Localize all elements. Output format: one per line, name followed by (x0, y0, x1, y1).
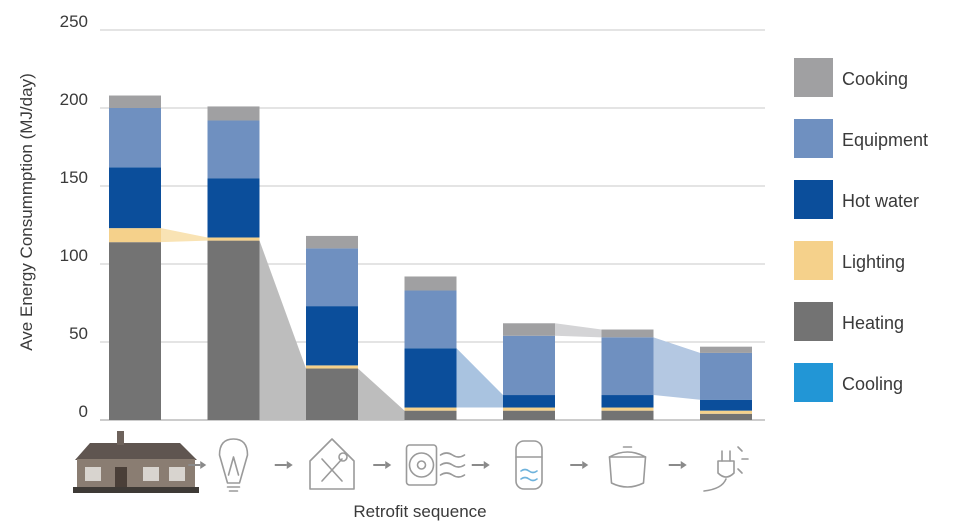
bar-segment-hot-water (306, 306, 358, 366)
y-tick-label: 0 (79, 402, 88, 421)
bar-segment-equipment (700, 352, 752, 400)
bars (109, 95, 752, 420)
arrow-right-icon (471, 461, 490, 469)
plug-icon (703, 446, 749, 492)
bar-segment-lighting (404, 407, 457, 411)
arrow-right-icon (274, 461, 293, 469)
bar-segment-lighting (503, 407, 555, 411)
transition-ribbons (161, 228, 700, 420)
bar-segment-heating (306, 368, 358, 420)
house-tools-icon (309, 438, 355, 490)
bar-segment-equipment (306, 248, 358, 307)
bar-segment-hot-water (109, 167, 161, 229)
legend-swatch-cooling (794, 363, 833, 402)
arrow-right-icon (373, 461, 392, 469)
y-tick-label: 150 (60, 168, 88, 187)
bar-segment-equipment (207, 120, 260, 179)
bar-segment-cooking (503, 323, 555, 336)
bar-segment-equipment (109, 108, 161, 168)
ribbon-hot-water (456, 348, 503, 408)
y-axis-ticks: 0 50 100 150 200 250 (60, 12, 88, 421)
arrow-right-icon (668, 461, 687, 469)
bar-segment-hot-water (503, 395, 555, 408)
y-tick-label: 200 (60, 90, 88, 109)
bar-segment-lighting (109, 228, 161, 243)
bar-segment-cooking (700, 346, 752, 353)
cooking-pot-icon (608, 446, 647, 488)
bar-segment-cooking (207, 106, 260, 121)
bar-segment-equipment (601, 337, 654, 396)
ribbon-lighting (161, 228, 208, 243)
legend-swatch-equipment (794, 119, 833, 158)
bar-segment-heating (207, 240, 260, 420)
legend-label-cooking: Cooking (842, 69, 908, 89)
y-axis-title: Ave Energy Consummption (MJ/day) (17, 73, 36, 350)
y-tick-label: 50 (69, 324, 88, 343)
bar-segment-heating (404, 410, 457, 420)
bar-segment-lighting (207, 237, 260, 241)
y-tick-label: 100 (60, 246, 88, 265)
legend-label-cooling: Cooling (842, 374, 903, 394)
x-axis-title: Retrofit sequence (353, 502, 486, 521)
retrofit-icons (73, 431, 749, 493)
light-bulb-icon (218, 438, 249, 492)
arrow-right-icon (188, 461, 207, 469)
bar-segment-lighting (700, 410, 752, 414)
heat-pump-icon (405, 444, 466, 486)
arrow-right-icon (570, 461, 589, 469)
legend-label-hot-water: Hot water (842, 191, 919, 211)
ribbon-cooking (555, 323, 602, 338)
bar-segment-cooking (306, 235, 358, 249)
bar-segment-cooking (601, 329, 654, 338)
legend-label-equipment: Equipment (842, 130, 928, 150)
legend-swatch-hot-water (794, 180, 833, 219)
bar-segment-heating (503, 410, 555, 420)
legend-label-lighting: Lighting (842, 252, 905, 272)
ribbon-equipment (653, 337, 700, 400)
legend: Cooking Equipment Hot water Lighting Heating… (794, 58, 928, 402)
bar-segment-equipment (404, 290, 457, 349)
bar-segment-heating (601, 410, 654, 420)
bar-segment-hot-water (700, 399, 752, 411)
ribbon-heating (259, 240, 306, 420)
bar-segment-hot-water (207, 178, 260, 238)
house-photo (73, 431, 199, 493)
bar-segment-lighting (601, 407, 654, 411)
bar-segment-lighting (306, 365, 358, 369)
legend-swatch-lighting (794, 241, 833, 280)
bar-segment-heating (109, 242, 161, 420)
y-tick-label: 250 (60, 12, 88, 31)
ribbon-heating (358, 368, 405, 420)
legend-swatch-heating (794, 302, 833, 341)
bar-segment-cooking (404, 276, 457, 291)
bar-segment-hot-water (404, 348, 457, 408)
legend-label-heating: Heating (842, 313, 904, 333)
bar-segment-heating (700, 413, 752, 420)
bar-segment-cooking (109, 95, 161, 108)
bar-segment-equipment (503, 335, 555, 396)
water-heater-icon (515, 440, 543, 490)
legend-swatch-cooking (794, 58, 833, 97)
bar-segment-hot-water (601, 395, 654, 408)
